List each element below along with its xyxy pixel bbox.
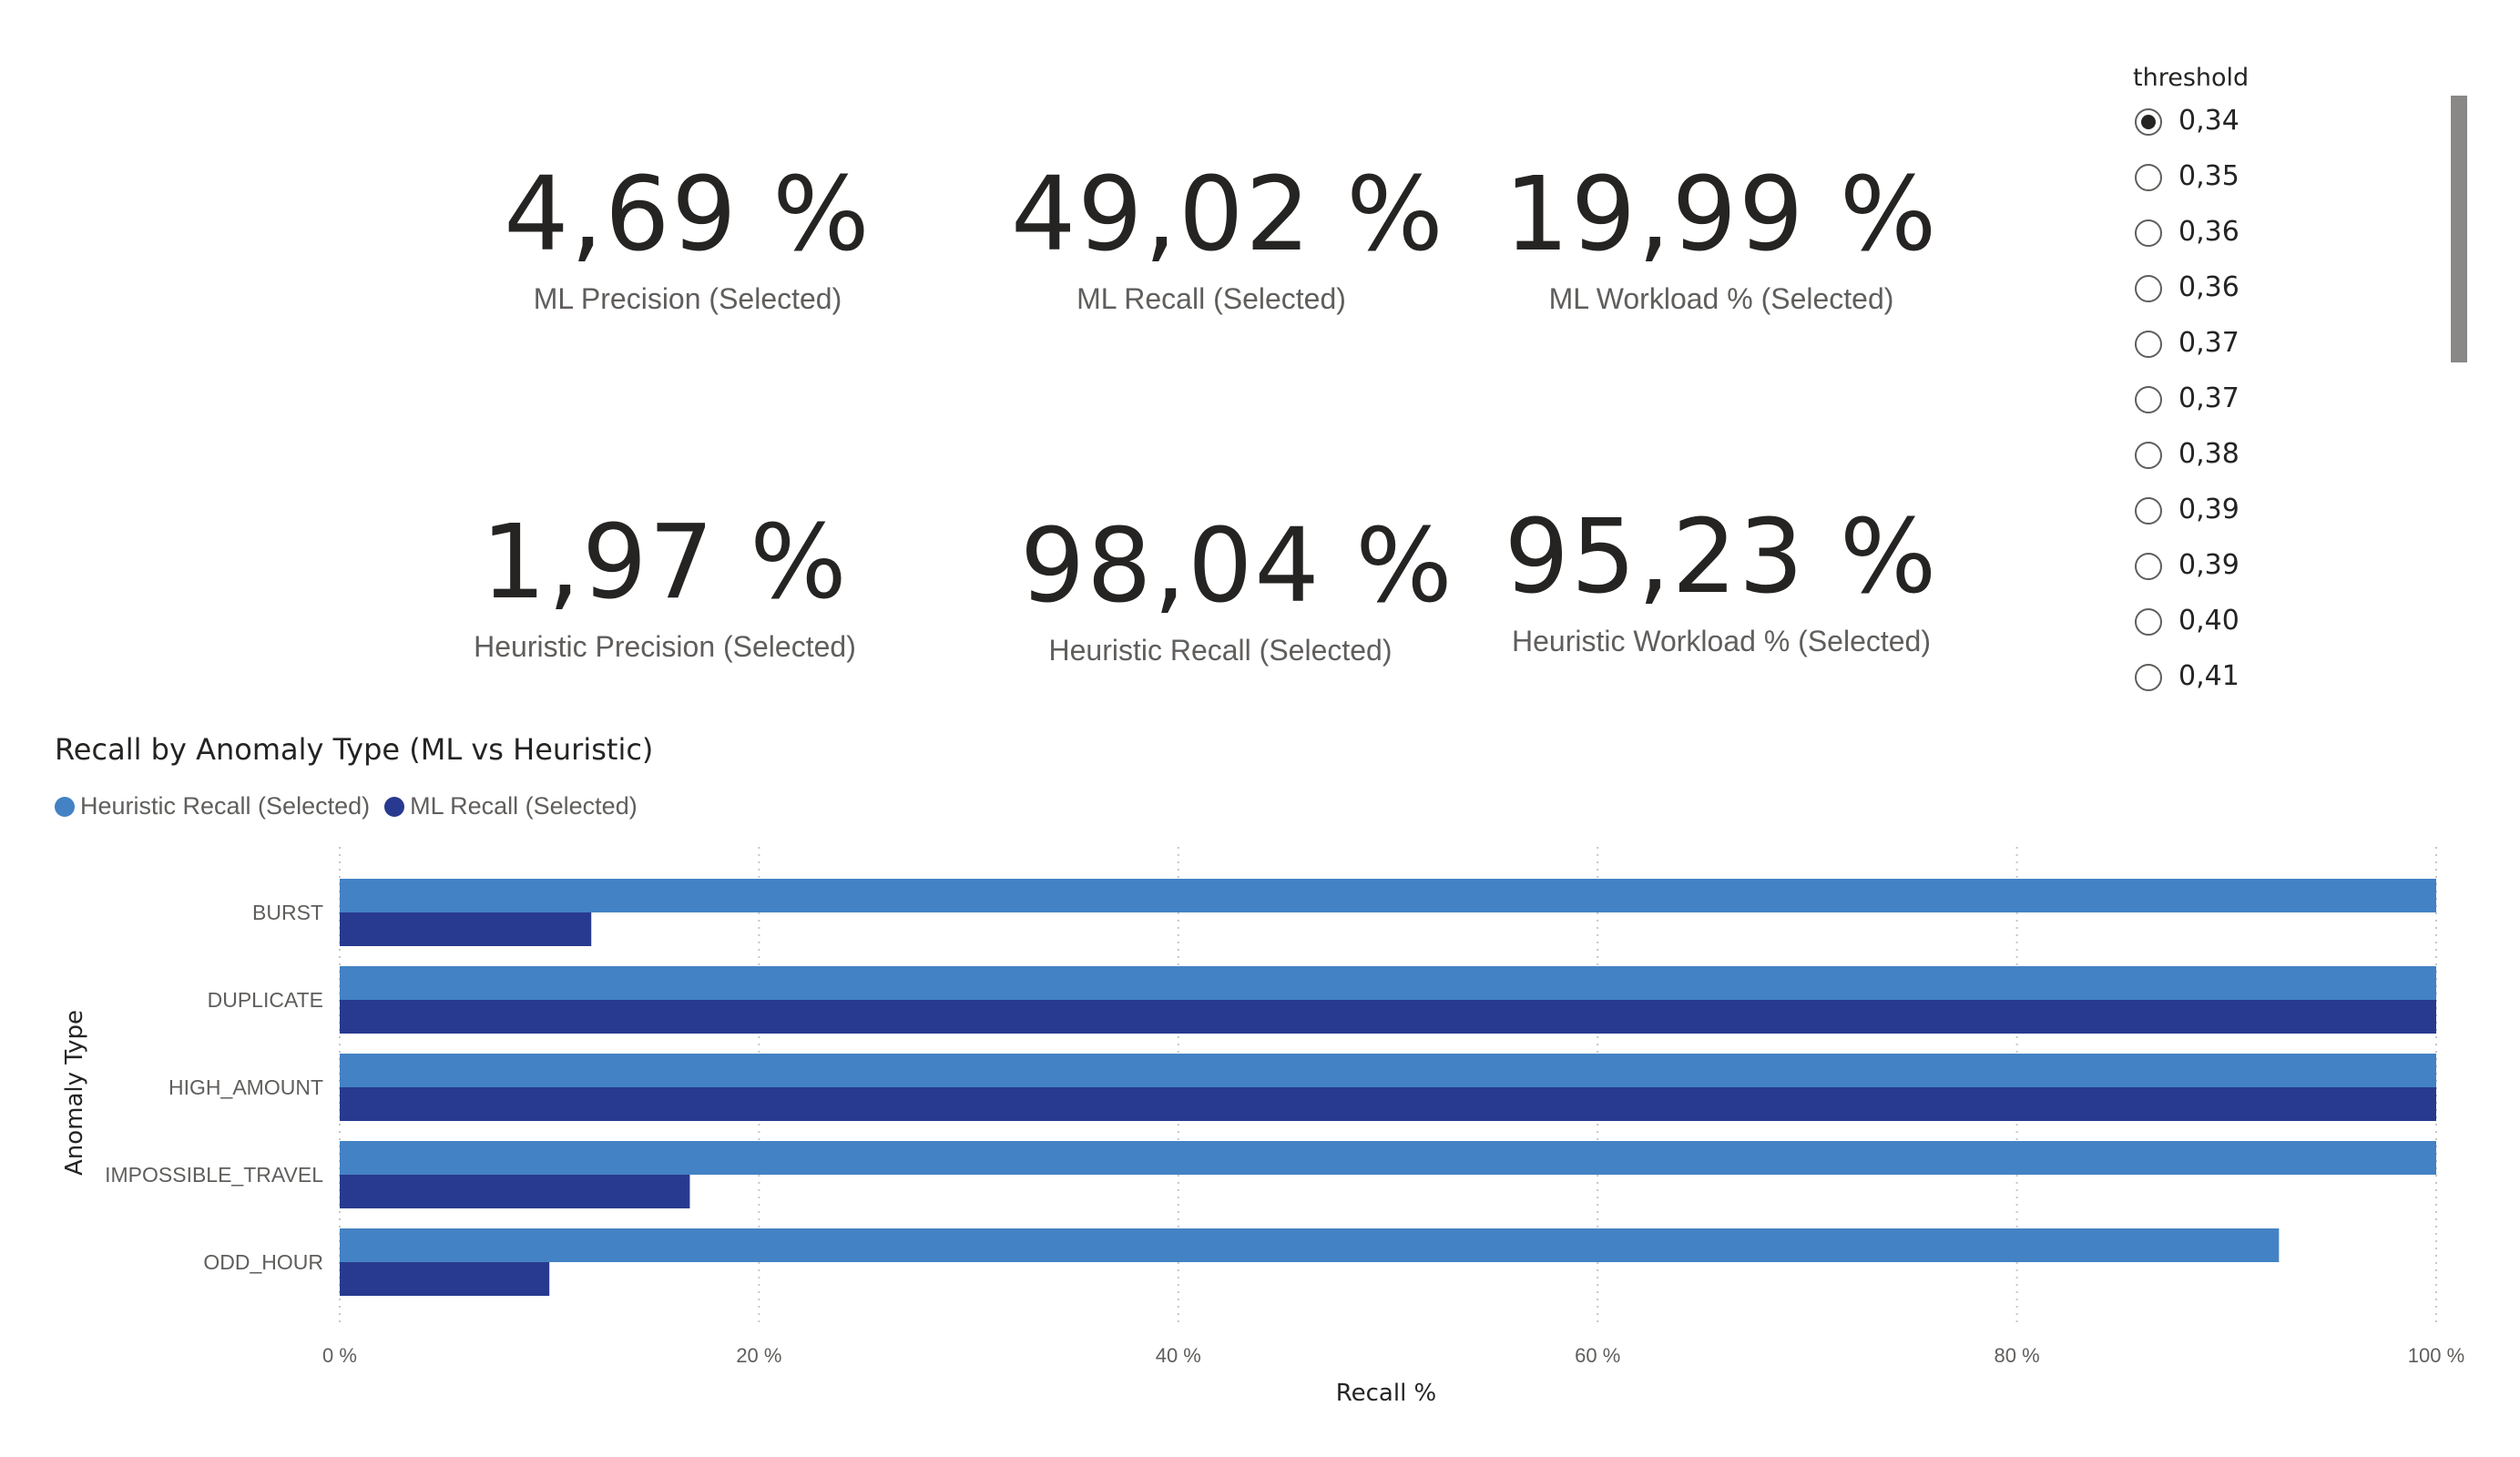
category-labels: BURST DUPLICATE HIGH_AMOUNT IMPOSSIBLE_TRAV… bbox=[105, 901, 323, 1274]
threshold-slicer: threshold 0,34 0,35 0,36 0,36 0,37 0,37 0,38 0,… bbox=[2133, 64, 2424, 716]
kpi-card-heuristic-recall: 98,04 % Heuristic Recall (Selected) bbox=[1020, 507, 1454, 667]
kpi-value: 1,97 % bbox=[481, 504, 849, 622]
radio-icon[interactable] bbox=[2135, 664, 2162, 691]
bar-heuristic-duplicate[interactable] bbox=[340, 966, 2436, 1000]
slicer-options: 0,34 0,35 0,36 0,36 0,37 0,37 0,38 0,39 0,39 0,40… bbox=[2133, 105, 2424, 716]
kpi-value: 95,23 % bbox=[1504, 498, 1939, 616]
slicer-option-label: 0,34 bbox=[2178, 105, 2239, 137]
slicer-title: threshold bbox=[2133, 64, 2250, 92]
x-axis-title: Recall % bbox=[1336, 1380, 1437, 1407]
slicer-option-label: 0,37 bbox=[2178, 327, 2239, 359]
bar-ml-burst[interactable] bbox=[340, 912, 592, 946]
category-label: BURST bbox=[252, 901, 323, 924]
slicer-option[interactable]: 0,38 bbox=[2133, 438, 2424, 494]
tick-labels: 0 % 20 % 40 % 60 % 80 % 100 % bbox=[322, 1344, 2464, 1367]
slicer-option-label: 0,37 bbox=[2178, 382, 2239, 414]
slicer-scrollbar[interactable] bbox=[2451, 96, 2467, 362]
x-tick-label: 100 % bbox=[2408, 1344, 2464, 1367]
bar-heuristic-impossible-travel[interactable] bbox=[340, 1141, 2436, 1175]
legend-label-heuristic: Heuristic Recall (Selected) bbox=[80, 792, 371, 820]
slicer-option-label: 0,36 bbox=[2178, 271, 2239, 303]
x-tick-label: 0 % bbox=[322, 1344, 357, 1367]
bar-heuristic-burst[interactable] bbox=[340, 879, 2436, 912]
kpi-card-ml-workload: 19,99 % ML Workload % (Selected) bbox=[1503, 164, 1940, 316]
x-tick-label: 40 % bbox=[1156, 1344, 1201, 1367]
kpi-value: 19,99 % bbox=[1504, 156, 1939, 274]
bar-ml-high-amount[interactable] bbox=[340, 1087, 2436, 1121]
kpi-value: 98,04 % bbox=[1020, 507, 1454, 626]
kpi-card-ml-recall: 49,02 % ML Recall (Selected) bbox=[1011, 156, 1445, 316]
kpi-card-heuristic-workload: 95,23 % Heuristic Workload % (Selected) bbox=[1494, 506, 1949, 658]
radio-icon[interactable] bbox=[2135, 331, 2162, 358]
slicer-option[interactable]: 0,39 bbox=[2133, 549, 2424, 605]
x-tick-label: 60 % bbox=[1575, 1344, 1620, 1367]
x-tick-label: 20 % bbox=[736, 1344, 781, 1367]
x-tick-label: 80 % bbox=[1995, 1344, 2040, 1367]
kpi-label: ML Workload % (Selected) bbox=[1548, 282, 1894, 315]
radio-icon[interactable] bbox=[2135, 497, 2162, 525]
bar-ml-impossible-travel[interactable] bbox=[340, 1175, 690, 1208]
bar-heuristic-odd-hour[interactable] bbox=[340, 1228, 2280, 1262]
slicer-option[interactable]: 0,39 bbox=[2133, 494, 2424, 549]
kpi-card-ml-precision: 4,69 % ML Precision (Selected) bbox=[492, 164, 883, 316]
radio-icon[interactable] bbox=[2135, 275, 2162, 302]
legend-item-heuristic[interactable]: Heuristic Recall (Selected) bbox=[55, 792, 370, 820]
slicer-option[interactable]: 0,34 bbox=[2133, 105, 2424, 160]
radio-icon[interactable] bbox=[2135, 108, 2162, 136]
bar-heuristic-high-amount[interactable] bbox=[340, 1054, 2436, 1087]
radio-icon[interactable] bbox=[2135, 386, 2162, 413]
category-label: DUPLICATE bbox=[208, 988, 323, 1012]
kpi-value: 49,02 % bbox=[1011, 156, 1445, 274]
y-axis-title: Anomaly Type bbox=[61, 1010, 88, 1176]
radio-icon[interactable] bbox=[2135, 553, 2162, 580]
kpi-label: ML Recall (Selected) bbox=[1076, 282, 1346, 315]
slicer-option-label: 0,39 bbox=[2178, 549, 2239, 581]
category-label: HIGH_AMOUNT bbox=[168, 1075, 323, 1099]
slicer-option[interactable]: 0,41 bbox=[2133, 660, 2424, 716]
legend-label-ml: ML Recall (Selected) bbox=[410, 792, 638, 820]
slicer-option[interactable]: 0,36 bbox=[2133, 271, 2424, 327]
kpi-label: ML Precision (Selected) bbox=[533, 282, 842, 315]
slicer-option-label: 0,39 bbox=[2178, 494, 2239, 525]
legend-item-ml[interactable]: ML Recall (Selected) bbox=[384, 792, 638, 820]
kpi-label: Heuristic Precision (Selected) bbox=[474, 630, 856, 663]
radio-icon[interactable] bbox=[2135, 219, 2162, 247]
radio-icon[interactable] bbox=[2135, 442, 2162, 469]
kpi-label: Heuristic Recall (Selected) bbox=[1048, 634, 1393, 667]
slicer-option[interactable]: 0,37 bbox=[2133, 327, 2424, 382]
legend-dot-heuristic bbox=[55, 796, 75, 817]
kpi-value: 4,69 % bbox=[504, 156, 872, 274]
slicer-option-label: 0,40 bbox=[2178, 605, 2239, 637]
slicer-option[interactable]: 0,40 bbox=[2133, 605, 2424, 660]
chart-title: Recall by Anomaly Type (ML vs Heuristic) bbox=[55, 732, 654, 767]
kpi-label: Heuristic Workload % (Selected) bbox=[1511, 625, 1931, 657]
category-label: IMPOSSIBLE_TRAVEL bbox=[105, 1163, 323, 1187]
bar-ml-odd-hour[interactable] bbox=[340, 1262, 550, 1296]
bar-ml-duplicate[interactable] bbox=[340, 1000, 2436, 1034]
slicer-option-label: 0,41 bbox=[2178, 660, 2239, 692]
slicer-option[interactable]: 0,35 bbox=[2133, 160, 2424, 216]
slicer-option[interactable]: 0,37 bbox=[2133, 382, 2424, 438]
category-label: ODD_HOUR bbox=[203, 1250, 323, 1274]
chart-legend: Heuristic Recall (Selected) ML Recall (S… bbox=[55, 792, 652, 820]
radio-icon[interactable] bbox=[2135, 608, 2162, 636]
slicer-option-label: 0,36 bbox=[2178, 216, 2239, 248]
slicer-option[interactable]: 0,36 bbox=[2133, 216, 2424, 271]
chart-bars bbox=[340, 879, 2436, 1296]
radio-icon[interactable] bbox=[2135, 164, 2162, 191]
legend-dot-ml bbox=[384, 796, 405, 817]
kpi-card-heuristic-precision: 1,97 % Heuristic Precision (Selected) bbox=[460, 512, 870, 664]
slicer-option-label: 0,38 bbox=[2178, 438, 2239, 470]
slicer-option-label: 0,35 bbox=[2178, 160, 2239, 192]
